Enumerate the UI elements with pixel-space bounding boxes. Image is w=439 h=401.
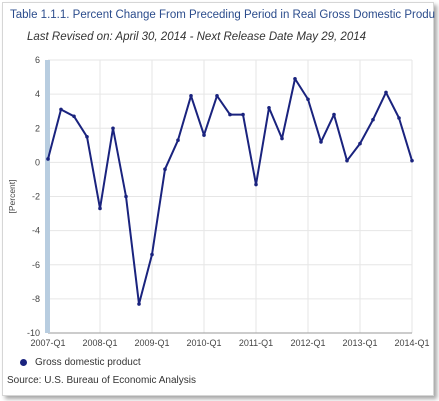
x-tick-label: 2014-Q1 — [394, 338, 429, 348]
legend: Gross domestic product — [20, 357, 141, 368]
data-point-2008-Q3 — [124, 194, 128, 199]
x-tick-label: 2008-Q1 — [82, 338, 117, 348]
legend-label: Gross domestic product — [35, 357, 141, 368]
data-point-2011-Q4 — [293, 76, 297, 81]
data-point-2010-Q1 — [202, 133, 206, 137]
data-point-2007-Q3 — [72, 114, 76, 119]
data-point-2007-Q4 — [85, 134, 89, 139]
data-point-2013-Q2 — [371, 117, 375, 122]
data-point-2009-Q4 — [189, 94, 193, 98]
y-tick-label: -6 — [32, 260, 40, 270]
source-note: Source: U.S. Bureau of Economic Analysis — [7, 375, 196, 386]
y-tick-label: -4 — [32, 226, 40, 236]
x-tick-label: 2007-Q1 — [30, 338, 65, 348]
data-point-2012-Q4 — [345, 158, 349, 163]
x-tick-label: 2009-Q1 — [134, 338, 169, 348]
data-point-2013-Q1 — [358, 141, 362, 146]
y-tick-label: 2 — [35, 123, 40, 133]
data-point-2009-Q2 — [163, 167, 167, 171]
data-point-2012-Q1 — [306, 97, 310, 102]
data-point-2010-Q2 — [215, 94, 219, 98]
chart-title: Table 1.1.1. Percent Change From Precedi… — [10, 9, 435, 21]
data-point-2007-Q1 — [46, 157, 50, 161]
chart-panel: Table 1.1.1. Percent Change From Precedi… — [2, 2, 435, 396]
y-axis-band — [45, 60, 50, 333]
y-tick-label: 6 — [35, 55, 40, 65]
y-tick-label: -2 — [32, 192, 40, 202]
data-point-2011-Q2 — [267, 105, 271, 110]
legend-marker — [20, 359, 27, 366]
series-line-gdp — [47, 77, 413, 305]
data-point-2008-Q1 — [98, 206, 102, 211]
data-point-2009-Q3 — [176, 138, 180, 142]
y-tick-label: -8 — [32, 294, 40, 304]
data-point-2010-Q3 — [228, 112, 232, 117]
x-tick-label: 2011-Q1 — [239, 338, 273, 348]
data-point-2009-Q1 — [150, 252, 154, 257]
x-tick-label: 2010-Q1 — [186, 338, 221, 348]
data-point-2013-Q4 — [397, 116, 401, 120]
data-point-2010-Q4 — [241, 112, 245, 117]
data-point-2011-Q3 — [280, 136, 284, 141]
x-tick-label: 2012-Q1 — [290, 338, 325, 348]
data-point-2008-Q2 — [111, 126, 115, 131]
y-axis-label: [Percent] — [7, 179, 17, 213]
data-point-2007-Q2 — [59, 107, 63, 112]
y-tick-label: 4 — [35, 89, 40, 99]
data-point-2012-Q2 — [319, 140, 323, 144]
data-point-2014-Q1 — [410, 158, 414, 163]
y-tick-label: 0 — [35, 157, 40, 167]
point-layer — [46, 76, 414, 306]
data-point-2011-Q1 — [254, 182, 258, 187]
data-point-2012-Q3 — [332, 112, 336, 117]
y-tick-label: -10 — [27, 328, 40, 338]
x-tick-label: 2013-Q1 — [342, 338, 377, 348]
chart-subtitle: Last Revised on: April 30, 2014 - Next R… — [27, 31, 367, 43]
data-point-2008-Q4 — [137, 302, 141, 306]
data-point-2013-Q3 — [384, 90, 388, 95]
